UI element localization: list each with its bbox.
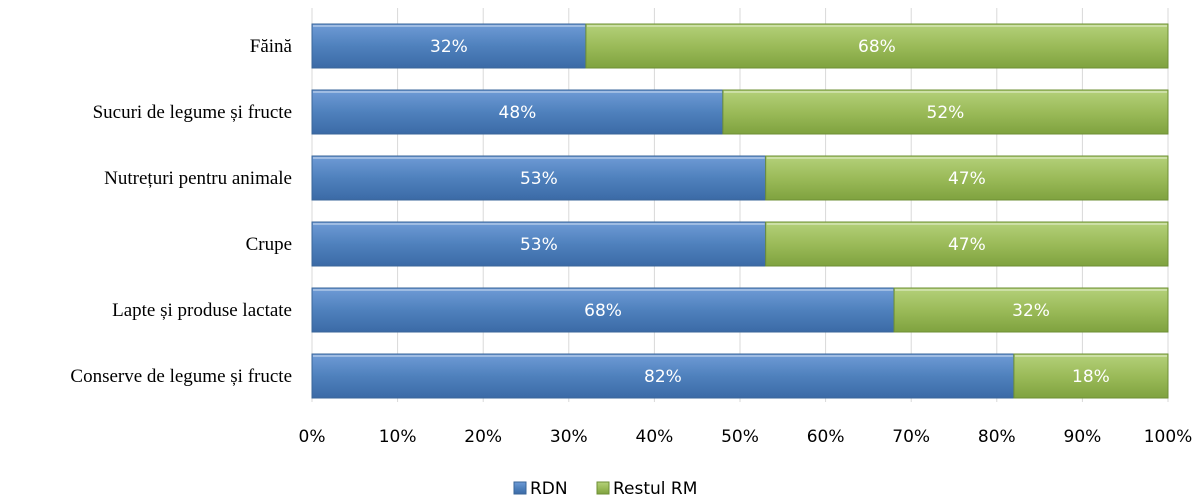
- x-tick-label: 10%: [379, 427, 417, 447]
- legend-label-rdn: RDN: [530, 479, 568, 497]
- category-label: Lapte și produse lactate: [112, 300, 292, 321]
- data-label: 18%: [1072, 367, 1110, 387]
- x-tick-label: 50%: [721, 427, 759, 447]
- bar-rdn: [311, 221, 767, 267]
- category-label: Sucuri de legume și fructe: [93, 102, 292, 123]
- category-labels: Făină Sucuri de legume și fructe Nutrețuri…: [70, 36, 292, 387]
- x-tick-label: 90%: [1064, 427, 1102, 447]
- bar-restul-rm: [765, 155, 1169, 201]
- data-label: 53%: [520, 169, 558, 189]
- x-axis-tick-labels: 0% 10% 20% 30% 40% 50% 60% 70% 80% 90% 100%: [299, 427, 1193, 447]
- x-tick-label: 40%: [636, 427, 674, 447]
- bar-restul-rm: [585, 23, 1169, 69]
- x-tick-label: 20%: [464, 427, 502, 447]
- x-tick-label: 70%: [892, 427, 930, 447]
- x-tick-label: 60%: [807, 427, 845, 447]
- data-label: 48%: [499, 103, 537, 123]
- data-label: 47%: [948, 169, 986, 189]
- bar-rdn: [311, 287, 895, 333]
- category-label: Conserve de legume și fructe: [70, 366, 292, 387]
- data-label: 82%: [644, 367, 682, 387]
- legend-label-restul-rm: Restul RM: [613, 479, 697, 497]
- data-label: 68%: [584, 301, 622, 321]
- bar-restul-rm: [1013, 353, 1169, 399]
- bar-rdn: [311, 353, 1015, 399]
- legend-swatch-rdn: [513, 481, 527, 495]
- bars-group: 32% 68% 48% 52% 53% 47% 53% 47% 68% 32% 82% 18%: [311, 23, 1169, 399]
- bar-rdn: [311, 23, 587, 69]
- gridlines: [311, 8, 1169, 402]
- bar-restul-rm: [893, 287, 1169, 333]
- bar-restul-rm: [722, 89, 1169, 135]
- bar-rdn: [311, 155, 767, 201]
- bar-rdn: [311, 89, 724, 135]
- legend: RDN Restul RM: [513, 479, 697, 497]
- data-label: 32%: [430, 37, 468, 57]
- bar-restul-rm: [765, 221, 1169, 267]
- legend-swatch-restul-rm: [596, 481, 610, 495]
- data-label: 52%: [927, 103, 965, 123]
- data-label: 47%: [948, 235, 986, 255]
- category-label: Nutrețuri pentru animale: [104, 168, 292, 189]
- x-tick-label: 0%: [299, 427, 326, 447]
- category-label: Crupe: [246, 234, 292, 255]
- x-tick-label: 100%: [1144, 427, 1193, 447]
- data-label: 32%: [1012, 301, 1050, 321]
- x-tick-label: 30%: [550, 427, 588, 447]
- data-label: 53%: [520, 235, 558, 255]
- data-label: 68%: [858, 37, 896, 57]
- x-tick-label: 80%: [978, 427, 1016, 447]
- category-label: Făină: [250, 36, 293, 57]
